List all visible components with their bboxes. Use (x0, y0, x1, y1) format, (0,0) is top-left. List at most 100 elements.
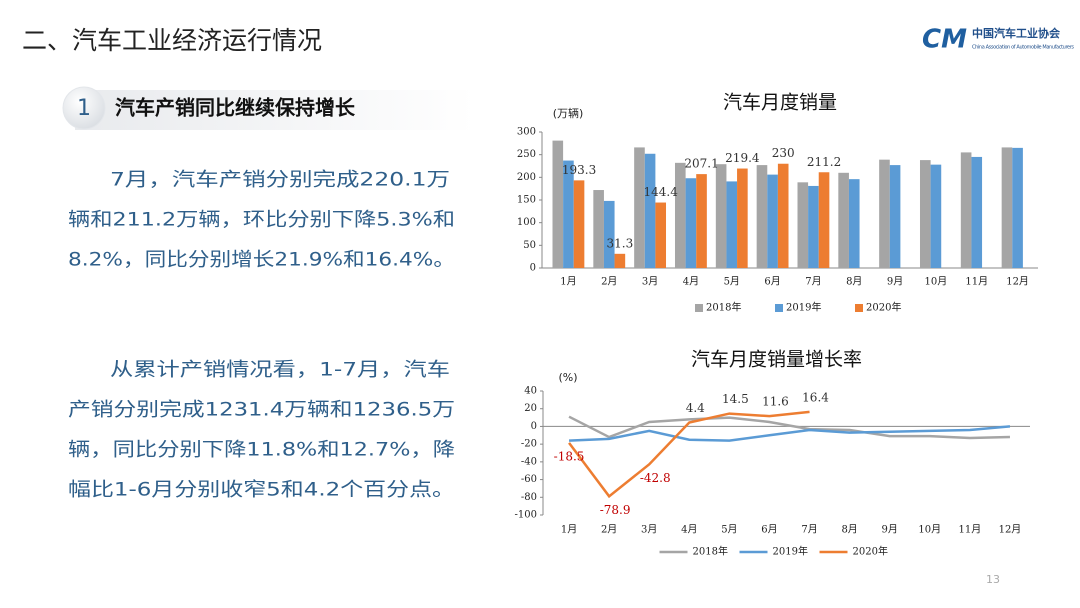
bar (573, 180, 585, 268)
x-tick-label: 10月 (925, 276, 948, 288)
bar (634, 147, 645, 268)
data-label: -42.8 (640, 471, 671, 485)
x-tick-label: 1月 (560, 276, 576, 288)
bar (879, 159, 890, 268)
y-tick-label: 20 (524, 403, 537, 414)
x-tick-label: 2月 (601, 524, 617, 536)
series-line (568, 425, 1011, 442)
y-tick-label: 0 (531, 421, 537, 432)
y-tick-label: -80 (521, 492, 537, 503)
y-tick-label: 40 (524, 386, 537, 397)
x-tick-label: 7月 (805, 276, 821, 288)
x-tick-label: 12月 (999, 524, 1022, 536)
bar (1012, 147, 1023, 268)
bar (767, 174, 778, 268)
bar (674, 162, 686, 268)
x-tick-label: 8月 (841, 524, 857, 536)
x-tick-label: 5月 (724, 276, 740, 288)
logo-name: 中国汽车工业协会 (972, 26, 1061, 40)
data-label: -78.9 (600, 503, 631, 517)
bar (614, 253, 626, 268)
bar (838, 172, 849, 268)
series-line (568, 410, 810, 499)
chart-title: 汽车月度销量 (723, 92, 837, 114)
legend-label: 2019年 (786, 301, 821, 314)
paragraph-line: 8.2%，同比分别增长21.9%和16.4%。 (68, 249, 455, 271)
data-label: 211.2 (807, 155, 841, 169)
logo-subname: China Association of Automobile Manufact… (972, 45, 1074, 51)
bar (603, 200, 615, 268)
x-tick-label: 9月 (887, 276, 903, 288)
x-tick-label: 2月 (601, 276, 617, 288)
x-tick-label: 9月 (882, 524, 898, 536)
bar (685, 178, 697, 268)
x-tick-label: 3月 (642, 276, 658, 288)
data-label: 207.1 (684, 157, 718, 171)
bar (777, 163, 789, 268)
bar (808, 185, 819, 268)
heading-band (75, 90, 475, 130)
section-heading: 汽车产销同比继续保持增长 (115, 96, 356, 120)
paragraph-line: 产销分别完成1231.4万辆和1236.5万 (68, 399, 455, 421)
bar (552, 140, 564, 268)
bar (848, 179, 860, 268)
y-axis-label: (万辆) (553, 106, 584, 120)
y-tick-label: -60 (521, 474, 537, 485)
legend-label: 2020年 (853, 545, 888, 558)
data-label: -18.5 (554, 449, 585, 463)
bar (655, 202, 667, 268)
y-tick-label: 200 (517, 172, 536, 183)
bar (726, 181, 738, 268)
paragraph-line: 7月，汽车产销分别完成220.1万 (110, 169, 450, 191)
paragraph-line: 从累计产销情况看，1-7月，汽车 (110, 359, 450, 381)
legend-label: 2018年 (693, 545, 728, 558)
data-label: 11.6 (762, 395, 789, 409)
y-tick-label: 100 (517, 217, 536, 228)
x-tick-label: 12月 (1006, 276, 1029, 288)
legend-swatch (695, 304, 703, 312)
y-tick-label: 50 (523, 240, 536, 251)
y-axis-label: (%) (558, 371, 577, 384)
x-tick-label: 5月 (721, 524, 737, 536)
bar (756, 165, 768, 268)
bar (593, 190, 604, 268)
x-tick-label: 7月 (801, 524, 817, 536)
x-tick-label: 11月 (965, 276, 988, 288)
data-label: 31.3 (607, 236, 634, 250)
x-tick-label: 11月 (959, 524, 982, 536)
legend-label: 2018年 (706, 301, 741, 314)
x-tick-label: 6月 (764, 276, 780, 288)
x-tick-label: 10月 (918, 524, 941, 536)
legend-swatch (855, 304, 863, 312)
bar (563, 160, 574, 268)
data-label: 4.4 (686, 401, 705, 415)
bar (1001, 147, 1013, 268)
legend-label: 2019年 (773, 545, 808, 558)
bar (919, 160, 931, 268)
data-label: 230 (772, 146, 795, 160)
bar (818, 172, 830, 268)
bar (696, 174, 707, 268)
x-tick-label: 3月 (641, 524, 657, 536)
x-tick-label: 4月 (683, 276, 699, 288)
legend-swatch (775, 304, 783, 312)
paragraph-line: 辆和211.2万辆，环比分别下降5.3%和 (68, 209, 455, 231)
legend-label: 2020年 (866, 301, 901, 314)
series-line (568, 415, 1010, 440)
x-tick-label: 6月 (761, 524, 777, 536)
chart-title: 汽车月度销量增长率 (691, 349, 862, 371)
bar (930, 164, 942, 268)
bar (971, 156, 983, 268)
paragraph-line: 幅比1-6月分别收窄5和4.2个百分点。 (68, 479, 455, 501)
data-label: 219.4 (725, 151, 760, 165)
bar (644, 153, 656, 268)
logo-mark: CM (922, 25, 967, 55)
paragraph-line: 辆，同比分别下降11.8%和12.7%，降 (68, 439, 455, 461)
bar (889, 165, 901, 268)
y-tick-label: 0 (530, 263, 536, 274)
x-tick-label: 1月 (561, 524, 577, 536)
bar (960, 152, 972, 268)
data-label: 144.4 (644, 185, 679, 199)
section-badge (62, 86, 106, 130)
